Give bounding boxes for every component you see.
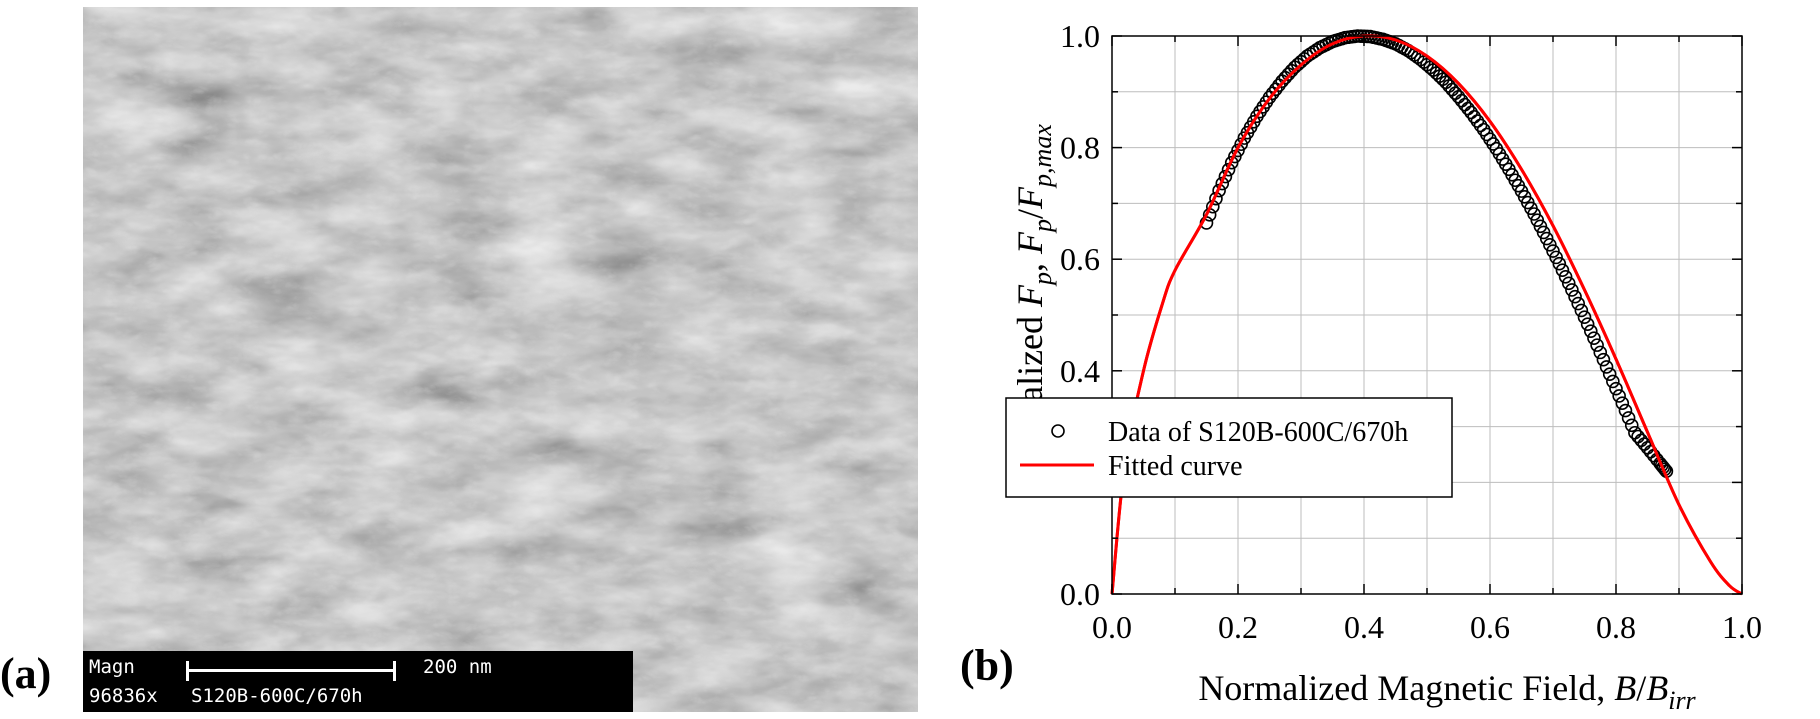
panel-b-label: (b) xyxy=(960,641,1014,690)
data-point xyxy=(1583,324,1598,338)
data-point xyxy=(1606,374,1620,389)
data-point xyxy=(1268,82,1283,97)
data-point xyxy=(1420,57,1434,72)
y-axis-label-fpmax-sub: p,max xyxy=(1028,124,1057,189)
y-axis-label-slash: / xyxy=(1010,209,1050,219)
x-tick-label: 1.0 xyxy=(1722,609,1762,645)
magnification-value: 96836x xyxy=(89,685,158,707)
data-point xyxy=(1432,69,1447,83)
y-tick-label: 0.0 xyxy=(1060,576,1100,612)
data-point xyxy=(1543,238,1557,252)
data-point xyxy=(1457,97,1472,112)
y-tick-labels: 0.00.20.40.60.81.0 xyxy=(1060,18,1100,612)
data-point xyxy=(1555,263,1570,278)
data-point xyxy=(1451,90,1466,104)
data-point xyxy=(1498,157,1513,172)
data-point xyxy=(1552,256,1567,271)
legend-label-data: Data of S120B-600C/670h xyxy=(1108,417,1408,448)
y-tick-label: 0.6 xyxy=(1060,241,1100,277)
data-point xyxy=(1281,67,1296,82)
scale-bar xyxy=(186,661,396,681)
panel-a-label: (a) xyxy=(0,649,52,698)
data-point xyxy=(1637,437,1652,451)
y-axis-label-fp2-sub: p xyxy=(1028,219,1057,234)
data-point xyxy=(1561,276,1576,291)
data-point xyxy=(1461,101,1475,116)
data-point xyxy=(1467,109,1482,124)
fitted-curve-overlay xyxy=(1110,34,1743,596)
x-axis-label-sub: irr xyxy=(1668,686,1696,715)
data-point xyxy=(1634,433,1649,448)
data-point xyxy=(1602,367,1617,381)
data-point xyxy=(1654,458,1669,473)
data-points-layer xyxy=(1110,29,1743,596)
data-point xyxy=(1445,82,1460,97)
y-tick-label: 0.8 xyxy=(1060,130,1100,166)
data-point xyxy=(1454,93,1469,108)
x-tick-label: 0.6 xyxy=(1470,609,1510,645)
sample-id: S120B-600C/670h xyxy=(191,685,363,707)
x-axis-label-slash: / xyxy=(1636,668,1646,708)
data-point xyxy=(1571,296,1586,311)
data-point xyxy=(1590,338,1604,352)
data-point xyxy=(1565,283,1579,297)
y-tick-label: 0.4 xyxy=(1060,353,1100,389)
scale-bar-label: 200 nm xyxy=(423,656,492,678)
data-point xyxy=(1524,201,1538,216)
y-axis-label-comma: , xyxy=(1010,254,1050,272)
y-axis-label-fp: F xyxy=(1010,284,1050,308)
x-tick-labels: 0.0 0.2 0.4 0.6 0.8 1.0 xyxy=(1092,609,1762,645)
legend-marker-data xyxy=(1051,424,1065,438)
x-axis-label-text: Normalized Magnetic Field, xyxy=(1198,668,1614,708)
data-point xyxy=(1549,250,1563,265)
data-point xyxy=(1577,310,1592,325)
grid-lines xyxy=(1111,35,1743,595)
y-axis-label-fp2: F xyxy=(1010,231,1050,255)
x-tick-label: 0.4 xyxy=(1344,609,1384,645)
data-point xyxy=(1448,86,1463,100)
legend-label-fit: Fitted curve xyxy=(1108,451,1243,482)
data-point xyxy=(1628,425,1642,440)
data-point xyxy=(1246,114,1261,129)
data-point xyxy=(1612,389,1626,403)
y-tick-label: 1.0 xyxy=(1060,18,1100,54)
data-point xyxy=(1580,317,1595,332)
legend-box xyxy=(1005,397,1453,498)
data-point xyxy=(1486,137,1500,151)
data-point xyxy=(1624,418,1639,433)
sem-info-bar: Magn 200 nm 96836x S120B-600C/670h xyxy=(83,651,633,712)
data-point xyxy=(1631,429,1645,444)
data-point xyxy=(1511,178,1526,193)
x-axis-label-birr: B xyxy=(1646,668,1668,708)
data-point xyxy=(1470,114,1485,128)
data-point xyxy=(1259,95,1274,109)
data-point xyxy=(1234,137,1248,152)
data-point xyxy=(1546,244,1560,258)
data-point xyxy=(1536,225,1551,240)
sem-micrograph xyxy=(83,7,918,712)
data-point xyxy=(1473,118,1488,133)
x-tick-label: 0.8 xyxy=(1596,609,1636,645)
data-point xyxy=(1656,460,1671,475)
x-axis-label: Normalized Magnetic Field, B/Birr xyxy=(1198,668,1696,715)
data-point xyxy=(1609,381,1623,396)
data-point xyxy=(1593,345,1608,360)
data-point xyxy=(1596,352,1611,367)
magnification-label: Magn xyxy=(89,656,135,678)
data-point xyxy=(1587,331,1601,345)
y-axis-label-fpmax: F xyxy=(1010,186,1050,210)
data-point xyxy=(1618,403,1633,418)
data-point xyxy=(1568,289,1582,304)
pinning-force-chart: 0.0 0.2 0.4 0.6 0.8 1.0 0.0 0.2 0.4 0.6 0.8 1.0 No… xyxy=(1005,18,1762,715)
x-axis-label-b: B xyxy=(1614,668,1636,708)
data-point xyxy=(1621,411,1636,425)
x-tick-label: 0.2 xyxy=(1218,609,1258,645)
x-tick-label: 0.0 xyxy=(1092,609,1132,645)
legend: Data of S120B-600C/670h Fitted curve xyxy=(1005,397,1453,498)
data-point xyxy=(1615,396,1630,410)
data-point xyxy=(1558,269,1573,284)
data-point xyxy=(1574,303,1589,318)
y-axis-label-fp-sub: p xyxy=(1028,272,1057,287)
data-point xyxy=(1599,360,1614,374)
